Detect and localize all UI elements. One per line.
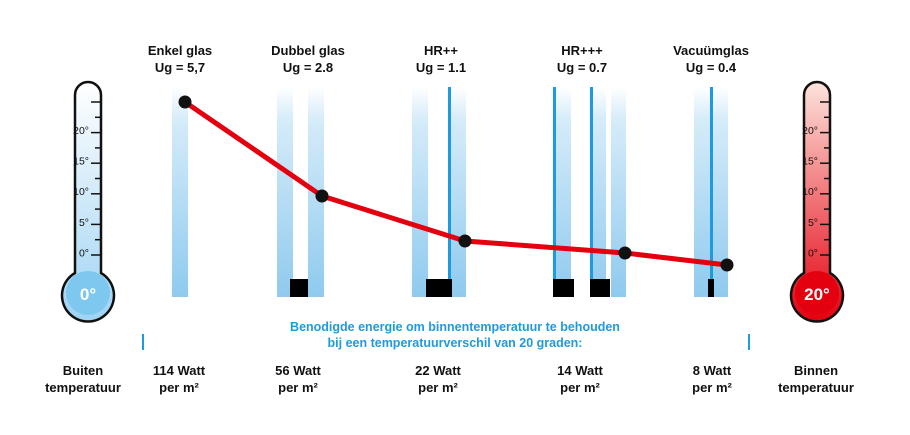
watt-value: 14 Watt <box>557 363 603 378</box>
glass-label-enkel: Enkel glas Ug = 5,7 <box>148 42 212 76</box>
scale-label: 20° <box>73 125 89 137</box>
glass-ug: Ug = 2.8 <box>282 60 334 75</box>
thermometer-reading: 0° <box>80 285 96 304</box>
thermometer-bulb <box>795 271 839 315</box>
energy-value-enkel: 114 Watt per m² <box>153 362 205 396</box>
energy-point-1 <box>315 189 329 203</box>
scale-label: 10° <box>73 186 89 198</box>
inside-temp-label: Binnen temperatuur <box>778 362 854 396</box>
glass-pane <box>694 87 710 297</box>
inside-label-line2: temperatuur <box>778 380 854 395</box>
glass-pane <box>277 87 293 297</box>
glass-unit-4 <box>694 87 728 297</box>
energy-value-vacuum: 8 Watt per m² <box>692 362 732 396</box>
energy-point-0 <box>178 95 192 109</box>
coating-line <box>553 87 556 297</box>
glass-name: Dubbel glas <box>271 43 345 58</box>
energy-point-2 <box>458 234 472 248</box>
watt-unit: per m² <box>418 380 458 395</box>
energy-note: Benodigde energie om binnentemperatuur t… <box>0 319 910 351</box>
scale-label: 15° <box>802 156 818 168</box>
scale-label: 5° <box>808 217 818 229</box>
glass-name: Enkel glas <box>147 43 213 58</box>
thermometer-body <box>60 80 116 323</box>
watt-value: 22 Watt <box>415 363 461 378</box>
glass-ug: Ug = 1.1 <box>415 60 467 75</box>
watt-value: 114 Watt <box>152 363 206 378</box>
spacer-block <box>708 279 714 297</box>
glass-name: HR+++ <box>561 43 603 58</box>
glass-pane <box>611 87 626 297</box>
energy-value-dubbel: 56 Watt per m² <box>275 362 321 396</box>
glass-pane <box>172 87 188 297</box>
energy-point-3 <box>618 246 632 260</box>
glass-pane <box>713 87 728 297</box>
spacer-block <box>553 279 574 297</box>
glass-unit-3 <box>553 87 626 297</box>
outside-temp-label: Buiten temperatuur <box>45 362 121 396</box>
energy-note-line2: bij een temperatuurverschil van 20 grade… <box>327 336 583 350</box>
glass-unit-0 <box>172 87 188 297</box>
glass-label-hrpp: HR++ Ug = 1.1 <box>416 42 466 76</box>
glass-name: Vacuümglas <box>673 43 749 58</box>
inside-label-line1: Binnen <box>793 363 839 378</box>
spacer-block <box>590 279 610 297</box>
thermometer-bulb <box>66 271 110 315</box>
spacer-block <box>290 279 308 297</box>
scale-label: 10° <box>802 186 818 198</box>
energy-point-4 <box>720 258 734 272</box>
glass-label-vacuum: Vacuümglas Ug = 0.4 <box>673 42 749 76</box>
glass-ug: Ug = 0.4 <box>685 60 737 75</box>
outside-label-line1: Buiten <box>62 363 104 378</box>
energy-note-line1: Benodigde energie om binnentemperatuur t… <box>290 320 620 334</box>
watt-value: 56 Watt <box>275 363 321 378</box>
energy-bracket <box>142 334 750 350</box>
glass-name: HR++ <box>424 43 458 58</box>
watt-unit: per m² <box>692 380 732 395</box>
glass-unit-2 <box>412 87 466 297</box>
spacer-block <box>426 279 452 297</box>
scale-label: 20° <box>802 125 818 137</box>
scale-label: 0° <box>79 247 89 259</box>
glass-pane <box>592 87 606 297</box>
thermometer-inside: 20° 15° 10° 5° 0° 20° <box>789 80 845 323</box>
glass-ug: Ug = 5,7 <box>154 60 206 75</box>
scale-label: 15° <box>73 156 89 168</box>
watt-value: 8 Watt <box>692 363 732 378</box>
glass-pane <box>450 87 466 297</box>
glass-label-hrppp: HR+++ Ug = 0.7 <box>557 42 607 76</box>
glass-pane <box>412 87 428 297</box>
watt-unit: per m² <box>159 380 199 395</box>
outside-label-line2: temperatuur <box>45 380 121 395</box>
thermometer-reading: 20° <box>804 285 830 304</box>
watt-unit: per m² <box>560 380 600 395</box>
glass-label-dubbel: Dubbel glas Ug = 2.8 <box>271 42 345 76</box>
coating-line <box>710 87 713 297</box>
coating-line <box>590 87 593 297</box>
energy-value-hrppp: 14 Watt per m² <box>557 362 603 396</box>
glass-pane <box>553 87 571 297</box>
thermometer-body <box>789 80 845 323</box>
thermometer-outside: 20° 15° 10° 5° 0° 0° <box>60 80 116 323</box>
scale-label: 5° <box>79 217 89 229</box>
coating-line <box>448 87 451 297</box>
energy-value-hrpp: 22 Watt per m² <box>415 362 461 396</box>
glass-ug: Ug = 0.7 <box>556 60 608 75</box>
watt-unit: per m² <box>278 380 318 395</box>
scale-label: 0° <box>808 247 818 259</box>
